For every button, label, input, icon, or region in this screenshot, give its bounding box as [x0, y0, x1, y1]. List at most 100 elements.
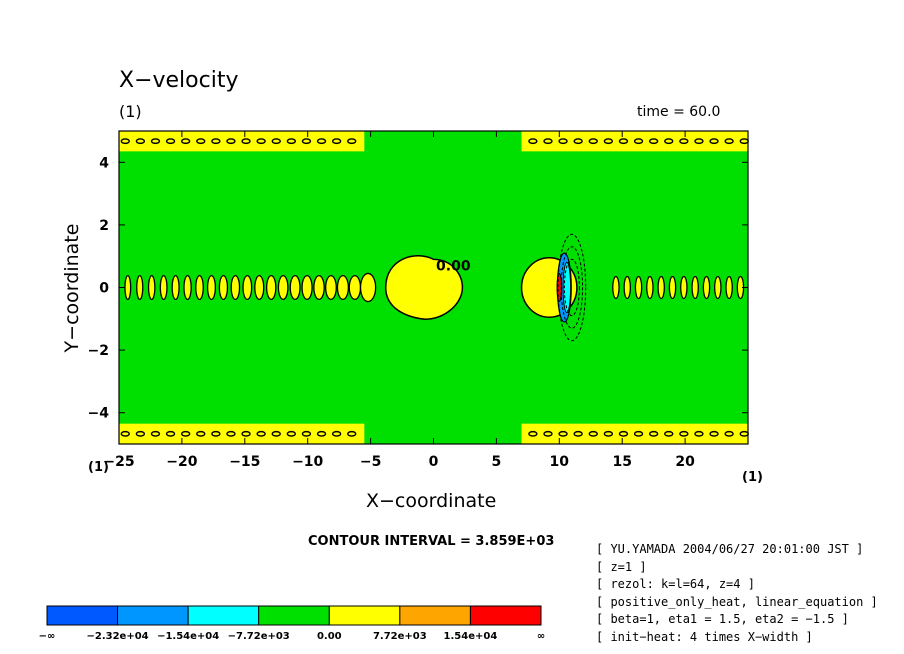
wave-lobe [124, 274, 132, 301]
info-line-z: [ z=1 ] [596, 559, 647, 574]
wave-lobe [725, 275, 733, 300]
top-band-contour [241, 138, 251, 145]
colorbar-swatch [117, 605, 189, 626]
colorbar-swatch [187, 605, 260, 626]
colorbar-swatch [328, 605, 401, 626]
top-band-contour [256, 138, 266, 145]
wave-lobe [206, 274, 216, 301]
wave-lobe [336, 274, 350, 301]
top-band-contour [664, 138, 674, 145]
bottom-band-contour [226, 430, 236, 437]
top-band-contour [331, 138, 342, 145]
bottom-band-contour [679, 430, 689, 437]
bottom-band-contour [256, 430, 266, 437]
x-tick-label: −15 [229, 454, 260, 470]
colorbar-swatch [258, 605, 330, 626]
dashed-contour [557, 233, 587, 342]
panel-label-corner-right: (1) [742, 470, 763, 485]
colorbar-swatch [399, 605, 471, 626]
top-band-contour [271, 138, 281, 145]
wave-lobe [277, 274, 289, 301]
contour-interval-label: CONTOUR INTERVAL = 3.859E+03 [308, 534, 555, 549]
colorbar-label: 7.72e+03 [373, 631, 427, 642]
wave-lobe [242, 274, 253, 301]
x-tick-label: 10 [550, 454, 570, 470]
dashed-contour [560, 246, 584, 329]
negative-core [562, 261, 572, 314]
top-band-contour [694, 138, 704, 145]
bottom-band-contour [588, 430, 598, 437]
info-block: [ YU.YAMADA 2004/06/27 20:01:00 JST ] [ … [596, 541, 878, 647]
x-tick-label: −10 [292, 454, 323, 470]
central-positive-region [384, 255, 464, 320]
bottom-band-contour [120, 430, 130, 437]
colorbar-swatch [469, 605, 542, 626]
panel-label: (1) [119, 102, 142, 121]
colorbar-label: −1.54e+04 [157, 631, 219, 642]
bottom-band-contour [603, 430, 614, 437]
top-band-contour [724, 138, 734, 145]
x-tick-label: −20 [166, 454, 197, 470]
bottom-band-contour [664, 430, 674, 437]
top-band-contour [543, 138, 553, 145]
top-band-contour [135, 138, 146, 145]
bottom-band-contour [573, 430, 583, 437]
top-band-contour [618, 138, 629, 145]
top-band-contour [196, 138, 206, 145]
wave-lobe [634, 275, 643, 300]
colorbar-label: ∞ [537, 631, 545, 642]
bottom-band-contour [618, 430, 629, 437]
colorbar-label: −7.72e+03 [228, 631, 290, 642]
top-band-contour [709, 138, 719, 145]
info-line-init: [ init−heat: 4 times X−width ] [596, 629, 813, 644]
top-band-contour [648, 138, 659, 145]
top-band-contour [573, 138, 583, 145]
top-band-contour [180, 138, 191, 145]
x-tick-label: 5 [492, 454, 502, 470]
wave-lobe [313, 274, 325, 301]
info-line-author: [ YU.YAMADA 2004/06/27 20:01:00 JST ] [596, 542, 864, 556]
wave-lobe [657, 275, 665, 300]
wave-lobe [301, 274, 313, 301]
wave-lobe [702, 275, 711, 300]
info-line-rezol: [ rezol: k=l=64, z=4 ] [596, 577, 755, 592]
x-tick-label: 15 [612, 454, 631, 470]
top-band-contour [120, 138, 130, 145]
colorbar-swatch [46, 605, 119, 626]
info-line-mode: [ positive_only_heat, linear_equation ] [596, 594, 878, 609]
x-tick-label: 0 [429, 454, 439, 470]
wave-lobe [171, 274, 180, 301]
wave-lobe [183, 274, 192, 301]
wave-lobe [612, 275, 620, 300]
wave-lobe [623, 275, 632, 300]
x-axis-label: X−coordinate [366, 490, 497, 512]
wave-lobe [691, 275, 699, 300]
wave-lobe [136, 274, 144, 301]
top-band-contour [301, 138, 312, 145]
y-tick-label: −2 [88, 343, 109, 359]
bottom-band-contour [633, 430, 644, 437]
top-band-contour [633, 138, 644, 145]
chart-title: X−velocity [119, 68, 239, 93]
bottom-band-contour [196, 430, 206, 437]
top-band-contour [528, 138, 538, 145]
bottom-band-contour [286, 430, 297, 437]
wave-lobe [680, 275, 688, 300]
top-band-contour [286, 138, 297, 145]
panel-label-corner-left: (1) [88, 460, 109, 475]
x-tick-label: −5 [360, 454, 381, 470]
bottom-band-contour [316, 430, 327, 437]
top-band-contour [603, 138, 614, 145]
wave-lobe [348, 274, 362, 301]
y-tick-label: 2 [99, 218, 109, 234]
wave-lobe [230, 274, 241, 301]
top-band-contour [211, 138, 221, 145]
y-axis-label: Y−coordinate [61, 223, 83, 353]
bottom-band-contour [331, 430, 342, 437]
bottom-band-contour [558, 430, 568, 437]
time-label: time = 60.0 [637, 104, 721, 120]
bottom-band-contour [347, 430, 357, 437]
wave-lobe [195, 274, 204, 301]
